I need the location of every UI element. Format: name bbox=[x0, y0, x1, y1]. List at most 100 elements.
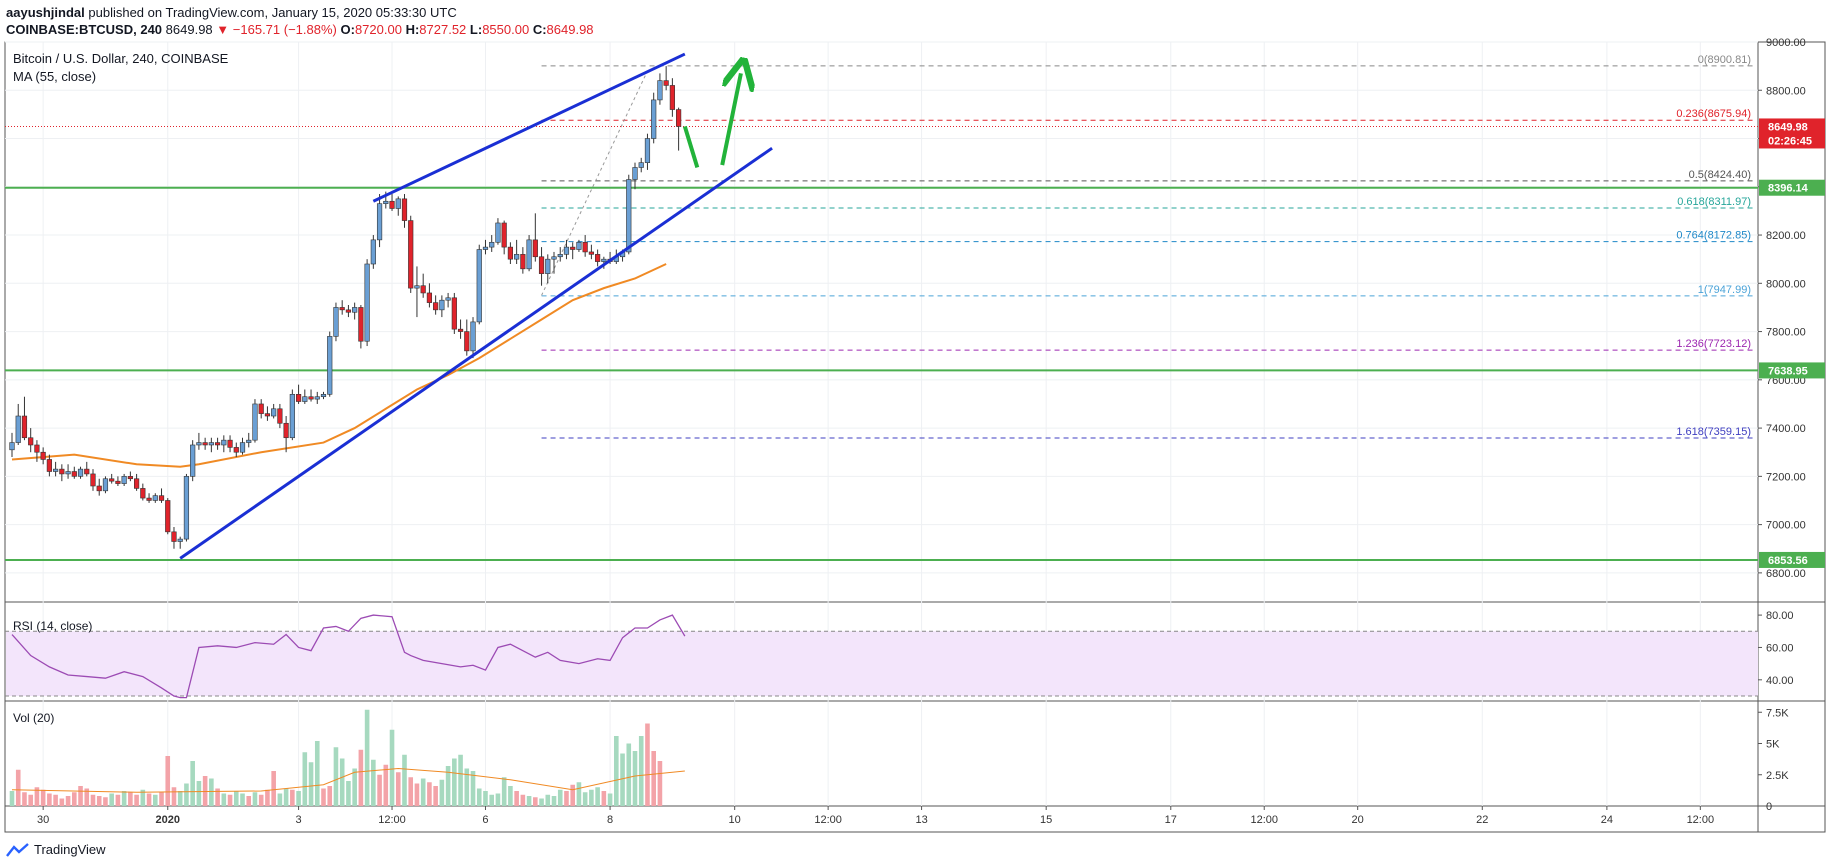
candle-body bbox=[395, 198, 401, 209]
candle-body bbox=[121, 476, 127, 484]
candle-body bbox=[214, 442, 221, 446]
volume-bar bbox=[22, 792, 27, 806]
candle bbox=[457, 319, 464, 339]
candle-body bbox=[158, 495, 165, 501]
candle-body bbox=[426, 292, 433, 303]
candle-body bbox=[302, 396, 308, 402]
volume-bar bbox=[184, 783, 189, 806]
ma-legend: MA (55, close) bbox=[13, 69, 96, 84]
volume-bar bbox=[196, 781, 202, 806]
time-tick-label: 24 bbox=[1601, 814, 1613, 826]
volume-bar bbox=[395, 772, 401, 806]
volume-bar bbox=[65, 796, 71, 806]
volume-legend: Vol (20) bbox=[13, 711, 54, 725]
publish-line: aayushjindal published on TradingView.co… bbox=[6, 4, 457, 22]
candle-body bbox=[376, 203, 383, 241]
candle bbox=[352, 302, 358, 320]
candle bbox=[420, 273, 426, 298]
candle bbox=[439, 295, 445, 318]
volume-bar bbox=[9, 791, 15, 806]
volume-bar bbox=[327, 786, 333, 806]
candle-body bbox=[21, 415, 28, 439]
volume-bar bbox=[495, 793, 501, 806]
candle-body bbox=[190, 444, 196, 477]
candle bbox=[233, 442, 239, 458]
candle bbox=[127, 471, 133, 482]
candle-body bbox=[127, 476, 133, 480]
candle bbox=[557, 247, 563, 262]
volume-tick-label: 7.5K bbox=[1766, 707, 1789, 719]
price-tick-label: 6800.00 bbox=[1766, 568, 1806, 580]
time-tick-label: 12:00 bbox=[1250, 814, 1278, 826]
candle-body bbox=[115, 480, 121, 484]
candle-body bbox=[457, 328, 464, 332]
candle-body bbox=[476, 249, 482, 323]
volume-bar bbox=[420, 778, 426, 806]
candle bbox=[84, 461, 90, 477]
candle bbox=[538, 247, 545, 286]
candle-body bbox=[258, 403, 264, 414]
high-label: H: bbox=[405, 22, 420, 37]
candle-body bbox=[308, 396, 314, 400]
volume-bar bbox=[539, 798, 544, 806]
candle-body bbox=[358, 307, 364, 342]
candle-body bbox=[233, 447, 239, 453]
projection-arrow bbox=[682, 125, 700, 169]
price-tick-label: 8000.00 bbox=[1766, 278, 1806, 290]
volume-bar bbox=[215, 788, 220, 806]
candle bbox=[389, 194, 395, 211]
fib-level-label: 0.5(8424.40) bbox=[1689, 169, 1751, 181]
candle bbox=[489, 235, 495, 252]
candle-body bbox=[327, 336, 333, 395]
volume-bar bbox=[339, 758, 345, 806]
candle-body bbox=[401, 198, 408, 221]
candle bbox=[239, 437, 246, 455]
fib-retracement: 0(8900.81) 0.236(8675.94) 0.5(8424.40) 0.61… bbox=[541, 54, 1753, 439]
candle-body bbox=[345, 309, 352, 313]
volume-bar bbox=[47, 793, 52, 806]
volume-bar bbox=[165, 756, 171, 806]
candle bbox=[507, 242, 514, 264]
candle bbox=[327, 331, 333, 397]
volume-bar bbox=[470, 771, 476, 806]
brand-name: TradingView bbox=[34, 842, 106, 857]
volume-bar bbox=[252, 792, 258, 806]
rsi-pane: 40.00 60.00 80.00 RSI (14, close) bbox=[5, 610, 1794, 699]
volume-bar bbox=[433, 786, 438, 806]
volume-bar bbox=[314, 741, 320, 806]
footer-brand[interactable]: TradingView bbox=[6, 842, 106, 857]
volume-bar bbox=[115, 794, 121, 806]
volume-bar bbox=[72, 792, 77, 806]
candle-body bbox=[669, 85, 675, 110]
candle-body bbox=[370, 239, 376, 265]
open-value: 8720.00 bbox=[354, 22, 402, 37]
candle-body bbox=[46, 459, 52, 472]
candle-body bbox=[289, 394, 295, 439]
candle bbox=[576, 239, 582, 252]
volume-bar bbox=[601, 791, 607, 806]
candle-body bbox=[314, 396, 320, 400]
candle bbox=[433, 295, 439, 315]
author-name[interactable]: aayushjindal bbox=[6, 5, 85, 20]
time-tick-label: 3 bbox=[296, 814, 302, 826]
volume-bar bbox=[90, 794, 96, 806]
candle-body bbox=[165, 500, 171, 533]
support-price-label: 8396.14 bbox=[1768, 183, 1809, 195]
time-tick-label: 12:00 bbox=[1687, 814, 1715, 826]
price-tick-label: 9000.00 bbox=[1766, 37, 1806, 49]
candle-body bbox=[563, 246, 570, 255]
candle bbox=[476, 244, 482, 325]
volume-bar bbox=[589, 789, 594, 806]
volume-bar bbox=[501, 777, 507, 806]
candle-body bbox=[464, 331, 470, 352]
volume-ma-line bbox=[11, 767, 685, 793]
candle bbox=[308, 389, 314, 402]
last-price: 8649.98 bbox=[165, 22, 213, 37]
candle-body bbox=[582, 241, 588, 253]
candle-body bbox=[433, 302, 439, 311]
candle-body bbox=[90, 473, 96, 487]
candle-body bbox=[420, 285, 426, 294]
candle bbox=[295, 384, 302, 404]
candle bbox=[302, 389, 308, 404]
